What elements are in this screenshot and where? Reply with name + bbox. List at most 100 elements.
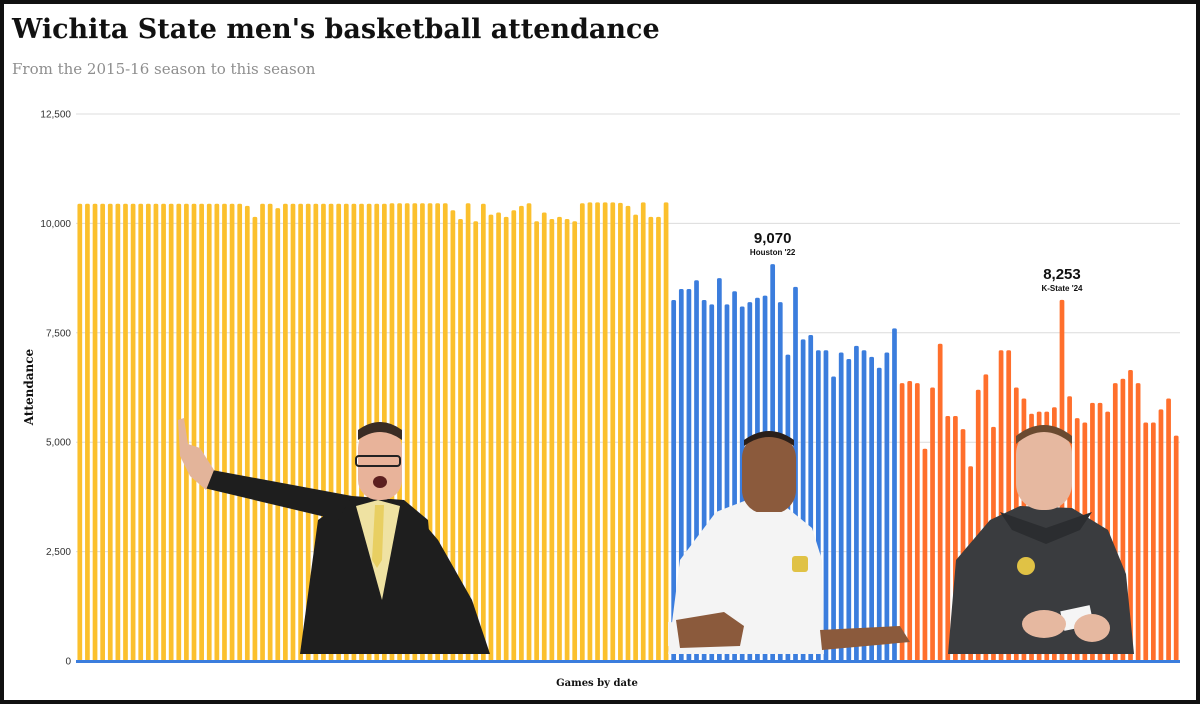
bar	[823, 350, 829, 661]
bar	[503, 216, 509, 661]
bar	[237, 203, 243, 661]
bar	[450, 210, 456, 661]
coach-photo-2	[668, 431, 910, 654]
bar	[671, 299, 677, 661]
bar	[206, 203, 212, 661]
bar	[610, 202, 616, 661]
bar	[846, 359, 852, 661]
x-axis-label: Games by date	[556, 678, 638, 689]
bar	[1143, 422, 1149, 661]
bar	[876, 367, 882, 661]
y-tick-label: 2,500	[46, 547, 71, 558]
bar	[229, 203, 235, 661]
x-axis-line	[76, 660, 1180, 663]
y-tick-label: 7,500	[46, 328, 71, 339]
bar	[914, 383, 920, 661]
bar	[77, 203, 83, 661]
bar	[640, 202, 646, 661]
bar	[283, 203, 288, 661]
bar	[907, 380, 913, 661]
bar	[587, 202, 593, 661]
bar	[275, 208, 281, 661]
y-axis-ticks: 0 2,500 5,000 7,500 10,000 12,500	[40, 110, 71, 668]
bar	[1150, 422, 1156, 661]
bar	[244, 205, 250, 661]
bar	[930, 387, 935, 661]
bar	[945, 415, 951, 661]
bar	[1173, 435, 1179, 661]
bar	[541, 212, 547, 661]
bar	[1166, 398, 1171, 661]
bar	[480, 203, 486, 661]
bar	[115, 203, 121, 661]
bar	[1135, 383, 1141, 661]
annotation-label: K-State '24	[1041, 284, 1083, 293]
coach-photo-3	[948, 425, 1134, 654]
bar	[648, 216, 654, 661]
bar	[572, 221, 578, 661]
chart-subtitle: From the 2015-16 season to this season	[12, 60, 316, 78]
y-axis-label: Attendance	[22, 348, 36, 426]
bar	[526, 203, 532, 661]
bar	[442, 203, 448, 661]
bar	[656, 216, 661, 661]
annotation-label: Houston '22	[750, 248, 796, 257]
chart-title: Wichita State men's basketball attendanc…	[12, 14, 660, 45]
bar	[473, 221, 479, 661]
bar	[564, 219, 570, 661]
bar	[869, 356, 874, 661]
bar	[290, 203, 296, 661]
bar	[161, 203, 166, 661]
bar	[153, 203, 159, 661]
y-tick-label: 0	[65, 657, 71, 668]
bar	[831, 376, 836, 661]
bar	[107, 203, 113, 661]
bar	[557, 216, 562, 661]
bar	[184, 203, 189, 661]
y-tick-label: 12,500	[40, 110, 71, 121]
bar	[496, 212, 501, 661]
bar	[465, 203, 471, 661]
bar	[267, 203, 273, 661]
bar	[884, 352, 890, 661]
bar	[85, 203, 90, 661]
bar	[922, 448, 928, 661]
bar	[199, 203, 204, 661]
bar	[618, 202, 623, 661]
coach-photo-1	[178, 418, 490, 654]
bar	[511, 210, 517, 661]
bar	[899, 383, 905, 661]
bar	[138, 203, 144, 661]
bar	[519, 205, 524, 661]
bar	[1158, 409, 1164, 661]
bar	[838, 352, 844, 661]
bar	[100, 203, 106, 661]
bar	[145, 203, 151, 661]
bar	[549, 219, 555, 661]
bar	[625, 205, 631, 661]
y-tick-label: 10,000	[40, 219, 71, 230]
y-tick-label: 5,000	[46, 438, 71, 449]
annotation-value: 8,253	[1043, 266, 1081, 283]
bar	[214, 203, 220, 661]
bar	[534, 221, 539, 661]
bar	[602, 202, 608, 661]
bar	[305, 203, 311, 661]
bar	[168, 203, 174, 661]
bar	[1128, 370, 1133, 661]
bar	[488, 214, 494, 661]
bar	[252, 216, 258, 661]
bar	[663, 202, 669, 661]
bar	[130, 203, 136, 661]
bar	[260, 203, 265, 661]
bar	[579, 203, 585, 661]
bar	[123, 203, 128, 661]
bar	[222, 203, 227, 661]
bar	[92, 203, 98, 661]
bar	[595, 202, 600, 661]
bar	[854, 345, 859, 661]
annotation-value: 9,070	[754, 230, 792, 247]
bar	[191, 203, 197, 661]
